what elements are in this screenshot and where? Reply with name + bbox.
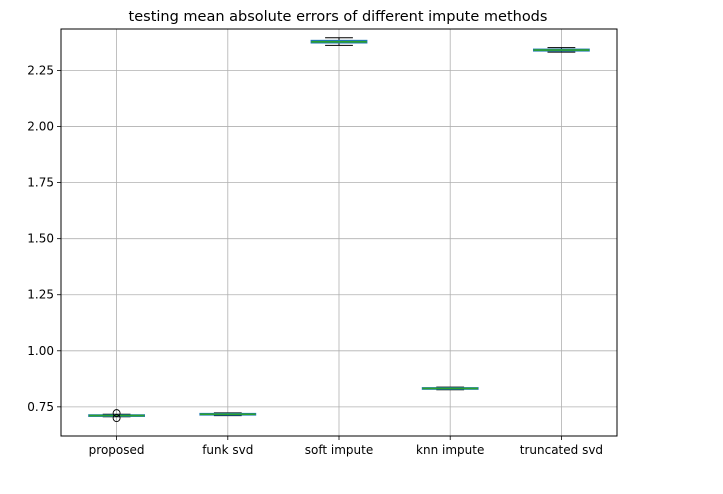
tick-layer: 0.75 1.00 1.25 1.50 1.75 2.00 2.25 proposed funk… [27, 63, 603, 457]
plot-frame [60, 28, 618, 437]
flier-point [112, 409, 121, 418]
x-tick-label: knn impute [416, 443, 484, 457]
grid-layer [61, 29, 617, 436]
box-soft-impute [310, 37, 368, 46]
y-tick-label: 2.00 [27, 120, 54, 134]
box-knn-impute [421, 386, 479, 391]
x-tick-label: proposed [89, 443, 145, 457]
box-proposed [88, 409, 146, 423]
box-layer [88, 37, 590, 423]
box-funk-svd [199, 412, 257, 417]
y-tick-label: 1.25 [27, 288, 54, 302]
y-tick-label: 1.75 [27, 176, 54, 190]
chart-title: testing mean absolute errors of differen… [129, 9, 548, 25]
x-tick-label: funk svd [202, 443, 253, 457]
y-tick-label: 1.00 [27, 344, 54, 358]
y-tick-label: 2.25 [27, 63, 54, 77]
y-tick-label: 1.50 [27, 232, 54, 246]
y-tick-label: 0.75 [27, 400, 54, 414]
x-tick-label: truncated svd [520, 443, 603, 457]
x-tick-label: soft impute [305, 443, 373, 457]
box-truncated-svd [532, 47, 590, 53]
flier-point [112, 414, 121, 423]
